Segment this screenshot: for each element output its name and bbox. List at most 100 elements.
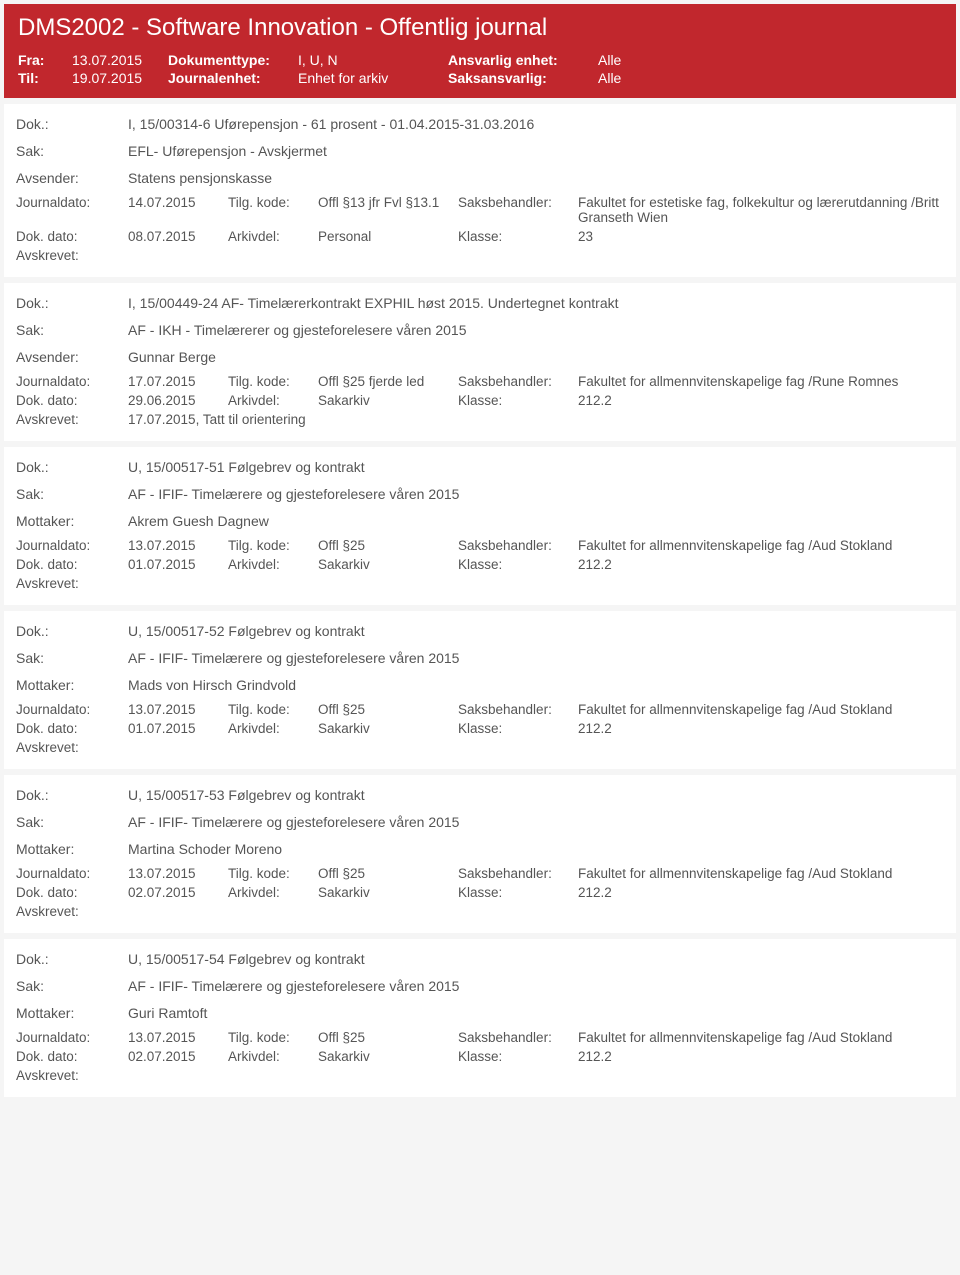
meta-row-2: Dok. dato: 02.07.2015 Arkivdel: Sakarkiv… bbox=[16, 1049, 944, 1064]
party-value[interactable]: Mads von Hirsch Grindvold bbox=[128, 675, 296, 696]
dok-label: Dok.: bbox=[16, 293, 128, 314]
avskrevet-label: Avskrevet: bbox=[16, 576, 128, 591]
tilgkode-value: Offl §25 bbox=[318, 866, 458, 881]
party-value[interactable]: Martina Schoder Moreno bbox=[128, 839, 282, 860]
dokdato-value: 08.07.2015 bbox=[128, 229, 228, 244]
dok-value[interactable]: U, 15/00517-54 Følgebrev og kontrakt bbox=[128, 949, 365, 970]
sak-value[interactable]: AF - IFIF- Timelærere og gjesteforeleser… bbox=[128, 648, 459, 669]
dok-value[interactable]: I, 15/00314-6 Uførepensjon - 61 prosent … bbox=[128, 114, 534, 135]
meta-row-2: Dok. dato: 02.07.2015 Arkivdel: Sakarkiv… bbox=[16, 885, 944, 900]
dok-line: Dok.: U, 15/00517-51 Følgebrev og kontra… bbox=[16, 457, 944, 478]
party-label: Mottaker: bbox=[16, 839, 128, 860]
journaldato-value: 13.07.2015 bbox=[128, 702, 228, 717]
dokdato-label: Dok. dato: bbox=[16, 1049, 128, 1064]
ansvarlig-value: Alle bbox=[598, 52, 621, 68]
meta-row-2: Dok. dato: 29.06.2015 Arkivdel: Sakarkiv… bbox=[16, 393, 944, 408]
party-value[interactable]: Akrem Guesh Dagnew bbox=[128, 511, 269, 532]
dokdato-label: Dok. dato: bbox=[16, 721, 128, 736]
journaldato-label: Journaldato: bbox=[16, 374, 128, 389]
meta-row-1: Journaldato: 14.07.2015 Tilg. kode: Offl… bbox=[16, 195, 944, 225]
dok-value[interactable]: U, 15/00517-53 Følgebrev og kontrakt bbox=[128, 785, 365, 806]
party-label: Mottaker: bbox=[16, 1003, 128, 1024]
avskrevet-row: Avskrevet: bbox=[16, 740, 944, 755]
saks-value: Alle bbox=[598, 70, 621, 86]
avskrevet-row: Avskrevet: bbox=[16, 904, 944, 919]
saksbehandler-value: Fakultet for allmennvitenskapelige fag /… bbox=[578, 866, 944, 881]
journaldato-value: 13.07.2015 bbox=[128, 1030, 228, 1045]
sak-value[interactable]: AF - IFIF- Timelærere og gjesteforeleser… bbox=[128, 812, 459, 833]
klasse-label: Klasse: bbox=[458, 557, 578, 572]
til-label: Til: bbox=[18, 70, 72, 86]
saksbehandler-value: Fakultet for allmennvitenskapelige fag /… bbox=[578, 538, 944, 553]
sak-label: Sak: bbox=[16, 484, 128, 505]
arkivdel-value: Personal bbox=[318, 229, 458, 244]
saks-label: Saksansvarlig: bbox=[448, 70, 598, 86]
tilgkode-label: Tilg. kode: bbox=[228, 1030, 318, 1045]
avskrevet-label: Avskrevet: bbox=[16, 740, 128, 755]
journal-entry: Dok.: U, 15/00517-51 Følgebrev og kontra… bbox=[4, 447, 956, 605]
sak-line: Sak: AF - IKH - Timelærerer og gjestefor… bbox=[16, 320, 944, 341]
party-value[interactable]: Guri Ramtoft bbox=[128, 1003, 207, 1024]
arkivdel-value: Sakarkiv bbox=[318, 557, 458, 572]
sak-value[interactable]: EFL- Uførepensjon - Avskjermet bbox=[128, 141, 327, 162]
avskrevet-row: Avskrevet: 17.07.2015, Tatt til orienter… bbox=[16, 412, 944, 427]
dok-line: Dok.: U, 15/00517-53 Følgebrev og kontra… bbox=[16, 785, 944, 806]
doctype-label: Dokumenttype: bbox=[168, 52, 298, 68]
saksbehandler-label: Saksbehandler: bbox=[458, 702, 578, 717]
til-value: 19.07.2015 bbox=[72, 70, 168, 86]
arkivdel-label: Arkivdel: bbox=[228, 1049, 318, 1064]
ansvarlig-label: Ansvarlig enhet: bbox=[448, 52, 598, 68]
tilgkode-label: Tilg. kode: bbox=[228, 374, 318, 389]
sak-value[interactable]: AF - IKH - Timelærerer og gjesteforelese… bbox=[128, 320, 466, 341]
journaldato-value: 14.07.2015 bbox=[128, 195, 228, 210]
meta-row-2: Dok. dato: 08.07.2015 Arkivdel: Personal… bbox=[16, 229, 944, 244]
journal-entry: Dok.: I, 15/00449-24 AF- Timelærerkontra… bbox=[4, 283, 956, 441]
klasse-label: Klasse: bbox=[458, 393, 578, 408]
journaldato-label: Journaldato: bbox=[16, 866, 128, 881]
arkivdel-label: Arkivdel: bbox=[228, 885, 318, 900]
tilgkode-value: Offl §25 fjerde led bbox=[318, 374, 458, 389]
tilgkode-value: Offl §25 bbox=[318, 1030, 458, 1045]
dokdato-value: 02.07.2015 bbox=[128, 1049, 228, 1064]
party-line: Mottaker: Akrem Guesh Dagnew bbox=[16, 511, 944, 532]
sak-value[interactable]: AF - IFIF- Timelærere og gjesteforeleser… bbox=[128, 976, 459, 997]
dok-value[interactable]: I, 15/00449-24 AF- Timelærerkontrakt EXP… bbox=[128, 293, 619, 314]
klasse-label: Klasse: bbox=[458, 1049, 578, 1064]
saksbehandler-value: Fakultet for allmennvitenskapelige fag /… bbox=[578, 1030, 944, 1045]
avskrevet-label: Avskrevet: bbox=[16, 412, 128, 427]
party-label: Avsender: bbox=[16, 347, 128, 368]
saksbehandler-label: Saksbehandler: bbox=[458, 374, 578, 389]
tilgkode-label: Tilg. kode: bbox=[228, 195, 318, 210]
fra-label: Fra: bbox=[18, 52, 72, 68]
sak-line: Sak: AF - IFIF- Timelærere og gjestefore… bbox=[16, 484, 944, 505]
avskrevet-row: Avskrevet: bbox=[16, 248, 944, 263]
journal-entry: Dok.: U, 15/00517-52 Følgebrev og kontra… bbox=[4, 611, 956, 769]
dok-value[interactable]: U, 15/00517-51 Følgebrev og kontrakt bbox=[128, 457, 365, 478]
dokdato-value: 29.06.2015 bbox=[128, 393, 228, 408]
avskrevet-row: Avskrevet: bbox=[16, 576, 944, 591]
journal-entry: Dok.: U, 15/00517-53 Følgebrev og kontra… bbox=[4, 775, 956, 933]
arkivdel-label: Arkivdel: bbox=[228, 721, 318, 736]
report-title: DMS2002 - Software Innovation - Offentli… bbox=[18, 14, 942, 42]
party-value[interactable]: Gunnar Berge bbox=[128, 347, 216, 368]
report-header: DMS2002 - Software Innovation - Offentli… bbox=[4, 4, 956, 98]
arkivdel-label: Arkivdel: bbox=[228, 557, 318, 572]
doctype-value: I, U, N bbox=[298, 52, 448, 68]
dok-label: Dok.: bbox=[16, 114, 128, 135]
tilgkode-value: Offl §13 jfr Fvl §13.1 bbox=[318, 195, 458, 210]
sak-value[interactable]: AF - IFIF- Timelærere og gjesteforeleser… bbox=[128, 484, 459, 505]
saksbehandler-value: Fakultet for estetiske fag, folkekultur … bbox=[578, 195, 944, 225]
tilgkode-label: Tilg. kode: bbox=[228, 866, 318, 881]
journaldato-value: 17.07.2015 bbox=[128, 374, 228, 389]
journaldato-value: 13.07.2015 bbox=[128, 866, 228, 881]
party-value[interactable]: Statens pensjonskasse bbox=[128, 168, 272, 189]
party-label: Mottaker: bbox=[16, 675, 128, 696]
saksbehandler-value: Fakultet for allmennvitenskapelige fag /… bbox=[578, 374, 944, 389]
party-line: Avsender: Statens pensjonskasse bbox=[16, 168, 944, 189]
dokdato-label: Dok. dato: bbox=[16, 557, 128, 572]
dok-value[interactable]: U, 15/00517-52 Følgebrev og kontrakt bbox=[128, 621, 365, 642]
sak-label: Sak: bbox=[16, 141, 128, 162]
journaldato-value: 13.07.2015 bbox=[128, 538, 228, 553]
fra-value: 13.07.2015 bbox=[72, 52, 168, 68]
sak-label: Sak: bbox=[16, 976, 128, 997]
